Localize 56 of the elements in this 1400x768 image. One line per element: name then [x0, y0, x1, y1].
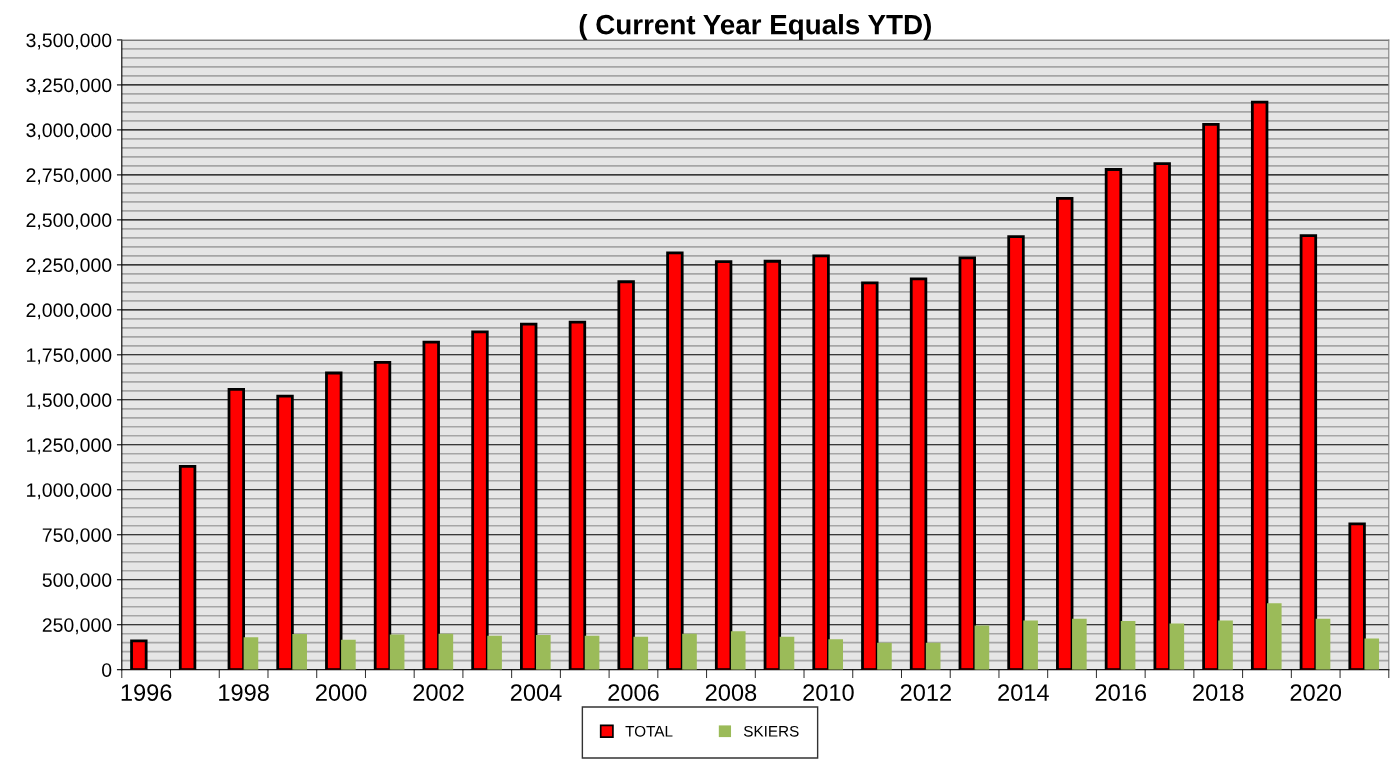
y-tick-label: 1,000,000: [27, 483, 112, 500]
bar: [292, 634, 307, 670]
y-tick-label: 500,000: [42, 573, 112, 590]
y-tick-label: 2,250,000: [26, 258, 112, 275]
y-tick-label: 0: [102, 663, 112, 677]
y-tick-label: 3,000,000: [26, 123, 112, 140]
bar: [1266, 603, 1282, 670]
y-tick-label: 1,250,000: [27, 438, 112, 455]
y-tick-label: 750,000: [42, 528, 112, 545]
bar: [1218, 620, 1233, 670]
bar: [1364, 638, 1380, 670]
y-tick-label: 2,000,000: [26, 303, 112, 320]
y-tick-label: 3,500,000: [26, 33, 112, 50]
legend-label: SKIERS: [743, 725, 799, 737]
bar: [633, 636, 649, 670]
x-tick-label: 2004: [510, 684, 562, 701]
bar: [682, 633, 697, 670]
chart-title: ( Current Year Equals YTD): [579, 14, 931, 40]
bar: [925, 642, 941, 670]
x-tick-label: 2010: [803, 684, 854, 701]
bar: [243, 637, 259, 670]
bar: [438, 633, 454, 670]
y-tick-label: 3,250,000: [26, 78, 112, 95]
bar: [828, 639, 844, 670]
bar: [974, 625, 990, 670]
x-tick-label: 2018: [1193, 684, 1244, 701]
bar: [487, 635, 502, 670]
bar: [877, 642, 892, 670]
bar: [730, 631, 746, 670]
y-tick-label: 1,750,000: [27, 348, 112, 365]
x-tick-label: 2000: [316, 684, 367, 701]
bar: [389, 634, 405, 670]
y-tick-label: 1,500,000: [27, 393, 112, 410]
x-tick-label: 2006: [608, 684, 659, 701]
x-tick-label: 2016: [1095, 684, 1147, 701]
x-tick-label: 2008: [705, 684, 757, 701]
bar: [1072, 618, 1087, 670]
bar: [130, 639, 148, 670]
y-tick-label: 2,750,000: [26, 168, 112, 185]
bar: [1169, 623, 1185, 670]
x-tick-label: 2014: [998, 684, 1049, 701]
x-tick-label: 2020: [1290, 684, 1342, 701]
bar: [779, 636, 795, 670]
bar: [1120, 620, 1136, 670]
y-tick-label: 250,000: [42, 618, 112, 635]
legend-label: TOTAL: [625, 725, 673, 737]
bar: [1023, 620, 1038, 670]
y-tick-label: 2,500,000: [26, 213, 112, 230]
x-tick-label: 1998: [219, 684, 269, 701]
bar: [1315, 618, 1331, 670]
bar: [584, 635, 600, 670]
bar: [341, 639, 356, 670]
x-tick-label: 2002: [413, 684, 464, 701]
bar: [536, 634, 551, 670]
x-tick-label: 1996: [121, 684, 172, 701]
x-tick-label: 2012: [900, 684, 951, 701]
